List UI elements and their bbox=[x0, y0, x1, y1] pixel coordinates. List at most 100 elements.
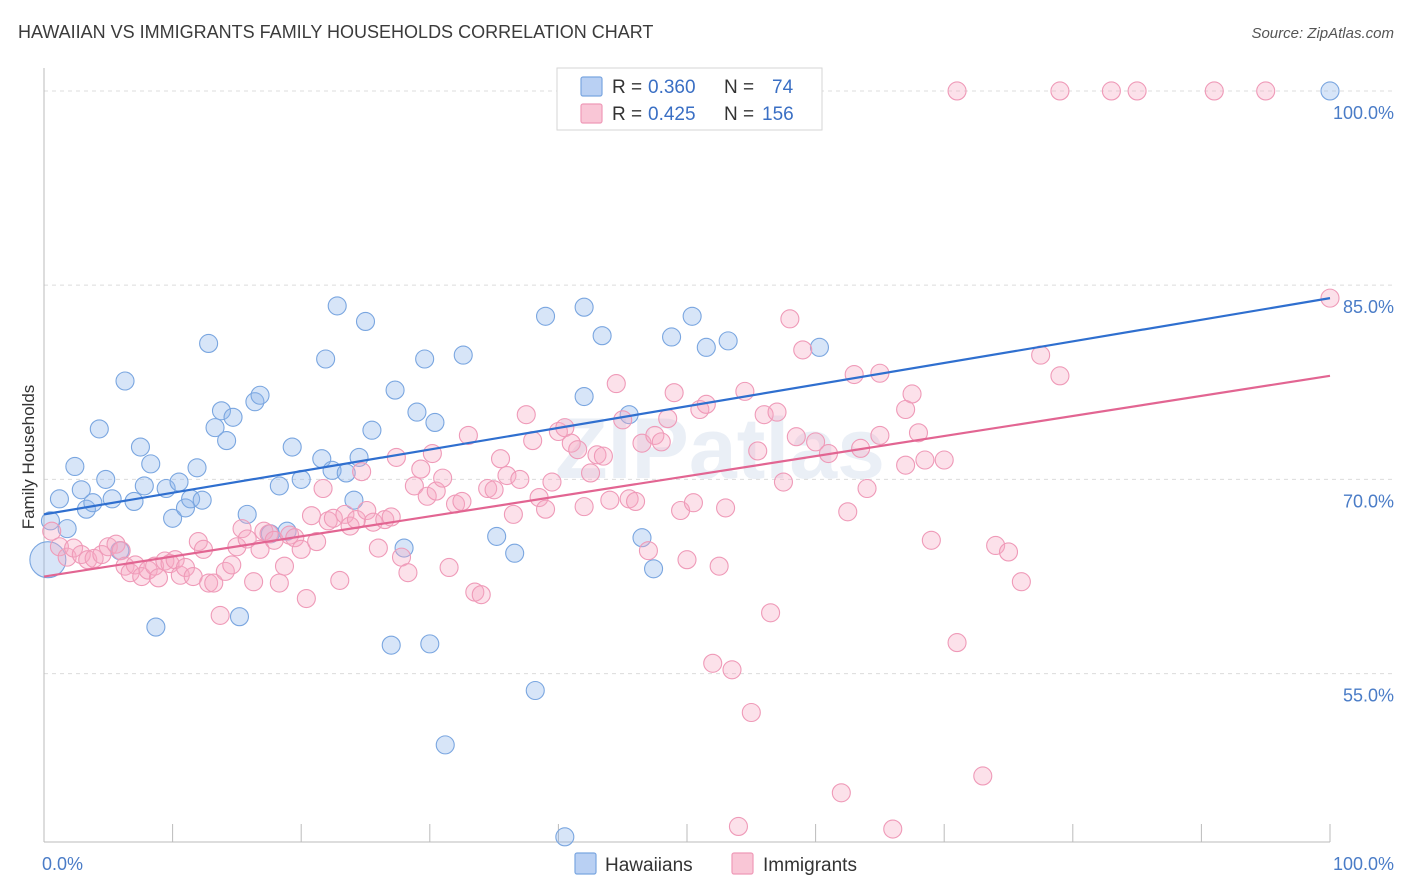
legend-n-value-immigrants: 156 bbox=[762, 104, 794, 125]
point-hawaiians bbox=[223, 407, 243, 427]
point-immigrants bbox=[709, 556, 729, 576]
point-hawaiians bbox=[535, 306, 556, 326]
series-immigrants-points bbox=[42, 81, 1340, 839]
point-immigrants bbox=[831, 783, 851, 803]
point-immigrants bbox=[232, 519, 252, 539]
point-hawaiians bbox=[49, 489, 69, 509]
y-tick-label: 100.0% bbox=[1333, 103, 1394, 123]
point-immigrants bbox=[318, 511, 338, 531]
point-immigrants bbox=[352, 462, 372, 482]
legend-r-value-immigrants: 0.425 bbox=[648, 104, 696, 125]
bottom-legend-swatch-immigrants bbox=[731, 852, 754, 875]
point-hawaiians bbox=[415, 349, 435, 369]
point-immigrants bbox=[386, 447, 406, 467]
point-immigrants bbox=[193, 539, 214, 559]
point-immigrants bbox=[658, 409, 678, 429]
legend-swatch-immigrants bbox=[580, 103, 603, 124]
point-immigrants bbox=[471, 585, 491, 605]
point-immigrants bbox=[301, 506, 322, 526]
point-immigrants bbox=[934, 450, 954, 470]
point-immigrants bbox=[844, 364, 864, 385]
point-immigrants bbox=[368, 538, 388, 558]
legend-r-label-hawaiians: R = bbox=[612, 77, 642, 98]
point-immigrants bbox=[761, 603, 781, 623]
point-immigrants bbox=[716, 498, 736, 518]
point-immigrants bbox=[222, 555, 242, 575]
point-hawaiians bbox=[696, 337, 716, 357]
point-immigrants bbox=[323, 508, 343, 528]
point-immigrants bbox=[49, 537, 69, 557]
point-immigrants bbox=[728, 816, 748, 837]
point-immigrants bbox=[1050, 81, 1070, 101]
x-tick-label-max: 100.0% bbox=[1333, 854, 1394, 874]
point-immigrants bbox=[106, 534, 126, 554]
point-hawaiians bbox=[217, 431, 237, 451]
point-hawaiians bbox=[192, 490, 212, 510]
point-immigrants bbox=[503, 504, 523, 524]
point-hawaiians bbox=[163, 508, 183, 528]
point-hawaiians bbox=[282, 437, 302, 457]
point-hawaiians bbox=[169, 472, 189, 492]
point-hawaiians bbox=[187, 458, 207, 478]
point-hawaiians bbox=[71, 480, 91, 500]
point-immigrants bbox=[111, 541, 131, 561]
point-immigrants bbox=[71, 544, 91, 565]
point-hawaiians bbox=[662, 327, 682, 347]
point-immigrants bbox=[291, 539, 311, 559]
point-immigrants bbox=[780, 309, 800, 329]
point-immigrants bbox=[1256, 81, 1276, 101]
point-immigrants bbox=[683, 493, 703, 513]
point-immigrants bbox=[439, 557, 459, 578]
point-immigrants bbox=[786, 427, 806, 447]
point-immigrants bbox=[417, 486, 437, 506]
point-immigrants bbox=[838, 502, 858, 522]
point-immigrants bbox=[433, 468, 453, 488]
point-hawaiians bbox=[453, 345, 473, 365]
point-hawaiians bbox=[385, 380, 405, 400]
point-hawaiians bbox=[205, 418, 225, 438]
point-immigrants bbox=[600, 490, 620, 510]
point-immigrants bbox=[722, 660, 742, 680]
point-immigrants bbox=[773, 472, 794, 492]
point-immigrants bbox=[204, 573, 224, 593]
point-hawaiians bbox=[124, 491, 144, 511]
bottom-legend-label-immigrants: Immigrants bbox=[763, 855, 857, 876]
point-immigrants bbox=[42, 521, 62, 541]
point-immigrants bbox=[973, 766, 993, 786]
point-hawaiians bbox=[407, 402, 427, 422]
point-immigrants bbox=[883, 819, 903, 839]
point-immigrants bbox=[1101, 81, 1121, 101]
point-immigrants bbox=[516, 405, 536, 425]
point-immigrants bbox=[1127, 81, 1147, 101]
point-immigrants bbox=[748, 441, 768, 461]
bottom-legend-swatch-hawaiians bbox=[574, 852, 597, 875]
point-immigrants bbox=[542, 472, 562, 492]
point-immigrants bbox=[497, 465, 517, 486]
point-immigrants bbox=[947, 633, 967, 653]
bottom-legend-label-hawaiians: Hawaiians bbox=[605, 855, 693, 876]
point-immigrants bbox=[908, 423, 929, 443]
point-hawaiians bbox=[316, 349, 336, 369]
point-hawaiians bbox=[425, 412, 445, 432]
point-immigrants bbox=[703, 653, 723, 673]
chart-title: HAWAIIAN VS IMMIGRANTS FAMILY HOUSEHOLDS… bbox=[18, 22, 653, 42]
y-axis-title: Family Households bbox=[19, 385, 38, 530]
point-immigrants bbox=[458, 425, 478, 445]
point-hawaiians bbox=[574, 297, 594, 317]
point-hawaiians bbox=[175, 498, 196, 518]
point-immigrants bbox=[535, 499, 556, 519]
trend-line-immigrants bbox=[43, 374, 1331, 578]
point-immigrants bbox=[398, 563, 418, 583]
legend-n-label-hawaiians: N = bbox=[724, 77, 754, 98]
legend-swatch-hawaiians bbox=[580, 76, 603, 97]
point-hawaiians bbox=[362, 420, 382, 440]
trend-lines bbox=[43, 297, 1331, 578]
point-hawaiians bbox=[381, 635, 401, 655]
point-hawaiians bbox=[65, 456, 85, 477]
point-hawaiians bbox=[102, 489, 122, 509]
point-immigrants bbox=[857, 478, 877, 499]
point-hawaiians bbox=[505, 543, 525, 563]
point-immigrants bbox=[896, 399, 916, 420]
point-immigrants bbox=[651, 432, 671, 452]
watermark: ZIPatlas bbox=[555, 401, 885, 497]
